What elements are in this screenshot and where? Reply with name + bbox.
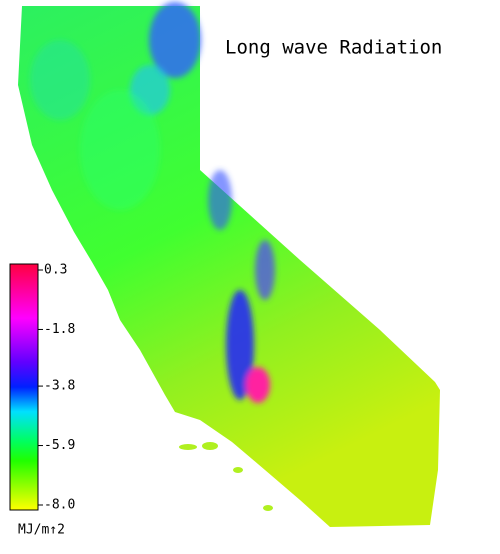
colorbar-unit: MJ/m↑2: [18, 523, 65, 538]
california: [18, 2, 440, 527]
tick-label: -1.8: [44, 322, 75, 337]
tick-label: -3.8: [44, 379, 75, 394]
tick-label: -5.9: [44, 438, 75, 453]
map-title: Long wave Radiation: [225, 37, 442, 59]
colorbar-ticks: 0.3 -1.8 -3.8 -5.9 -8.0: [38, 263, 75, 513]
tick-label: 0.3: [44, 263, 67, 278]
colorbar: [9, 263, 39, 511]
tick-label: -8.0: [44, 498, 75, 513]
